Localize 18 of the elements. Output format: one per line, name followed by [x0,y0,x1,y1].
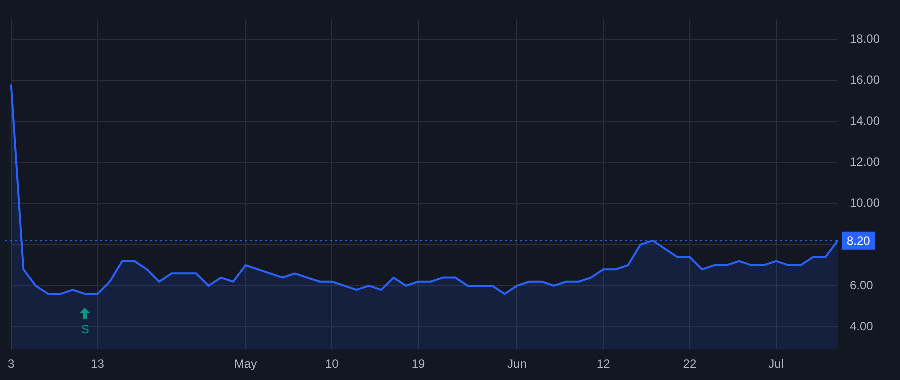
x-tick-label: 10 [325,357,340,372]
y-tick-label: 14.00 [850,114,880,128]
x-tick-label: Jul [768,357,784,372]
x-tick-label: 22 [683,357,697,372]
y-tick-label: 18.00 [850,32,880,46]
annotation: S [81,322,90,337]
y-tick-label: 16.00 [850,73,880,88]
x-tick-label: 3 [8,357,15,372]
x-tick-label: 19 [412,357,426,372]
ref-line-label: 8.20 [847,234,871,248]
y-tick-label: 4.00 [850,319,874,334]
x-tick-label: 13 [91,357,105,372]
y-tick-label: 12.00 [850,155,880,170]
x-tick-label: May [234,357,258,372]
x-tick-label: 12 [596,357,611,372]
y-tick-label: 6.00 [850,278,874,292]
x-tick-label: Jun [508,357,527,372]
y-tick-label: 10.00 [850,196,880,210]
